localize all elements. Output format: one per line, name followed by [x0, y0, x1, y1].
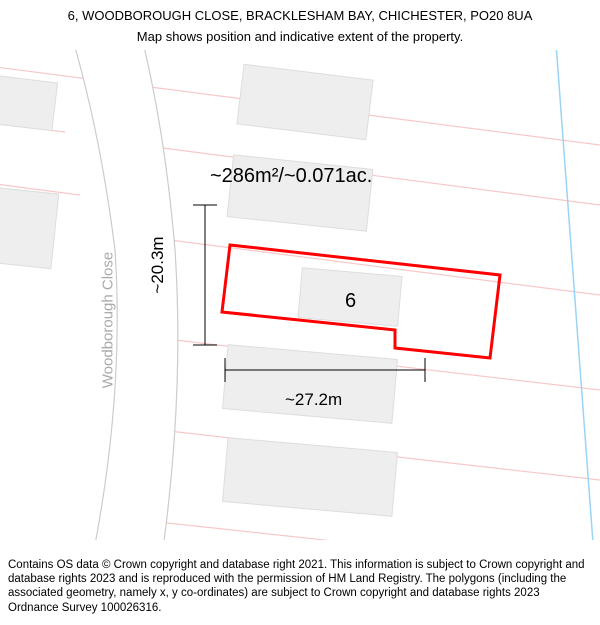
map-svg	[0, 50, 600, 540]
copyright-footer: Contains OS data © Crown copyright and d…	[0, 552, 600, 625]
height-dimension-label: ~20.3m	[148, 236, 168, 293]
width-dimension-label: ~27.2m	[285, 390, 342, 410]
map-title: 6, WOODBOROUGH CLOSE, BRACKLESHAM BAY, C…	[0, 0, 600, 29]
map-canvas: ~286m²/~0.071ac. Woodborough Close 6 ~27…	[0, 50, 600, 540]
street-name-label: Woodborough Close	[100, 252, 117, 388]
area-label: ~286m²/~0.071ac.	[210, 165, 372, 188]
plot-number-label: 6	[345, 290, 356, 313]
map-subtitle: Map shows position and indicative extent…	[0, 29, 600, 50]
